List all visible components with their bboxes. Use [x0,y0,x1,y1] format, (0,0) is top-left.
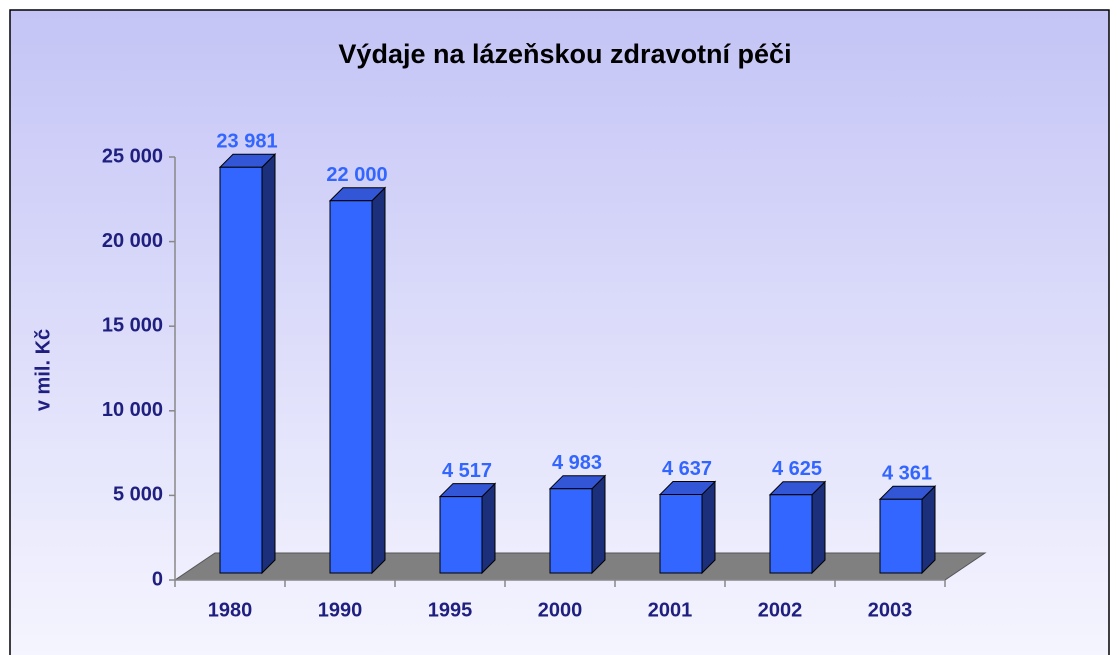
bar-front [659,494,703,574]
y-tick-label: 5 000 [113,484,163,506]
value-label: 4 361 [882,462,932,484]
bar-side [921,485,936,575]
bar-front [549,488,593,574]
bar [878,485,937,575]
bar [438,482,497,575]
y-tick-label: 15 000 [102,314,163,336]
value-label: 23 981 [216,131,277,153]
x-tick-label: 2003 [868,599,913,621]
y-tick-label: 20 000 [102,230,163,252]
value-label: 4 983 [552,452,602,474]
value-label: 4 625 [772,458,822,480]
chart-title: Výdaje na lázeňskou zdravotní péči [338,39,791,69]
bar [658,480,717,575]
bar-front [879,498,923,574]
bar-front [769,494,813,574]
bar-side [261,153,276,575]
bar-front [439,496,483,574]
bar-side [811,480,826,575]
y-axis-label: v mil. Kč [32,329,54,411]
x-tick-label: 1990 [318,599,363,621]
value-label: 4 637 [662,458,712,480]
x-tick-label: 1980 [208,599,253,621]
bar [768,480,827,575]
value-label: 4 517 [442,460,492,482]
value-label: 22 000 [326,164,387,186]
x-tick-label: 2000 [538,599,583,621]
y-tick-label: 10 000 [102,399,163,421]
bar-side [371,186,386,575]
bar [328,186,387,575]
bar-side [591,474,606,575]
x-tick-label: 2001 [648,599,693,621]
bar-front [219,166,263,574]
y-tick-label: 25 000 [102,145,163,167]
y-tick-label: 0 [152,568,163,590]
bar-front [329,200,373,574]
x-tick-label: 2002 [758,599,803,621]
bar [548,474,607,575]
x-tick-label: 1995 [428,599,473,621]
bar [218,153,277,575]
bar-side [701,480,716,575]
bar-side [481,482,496,575]
